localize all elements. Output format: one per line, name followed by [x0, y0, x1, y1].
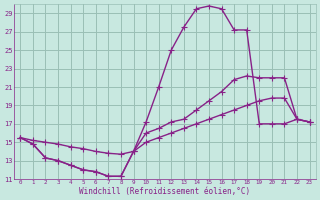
X-axis label: Windchill (Refroidissement éolien,°C): Windchill (Refroidissement éolien,°C): [79, 187, 251, 196]
